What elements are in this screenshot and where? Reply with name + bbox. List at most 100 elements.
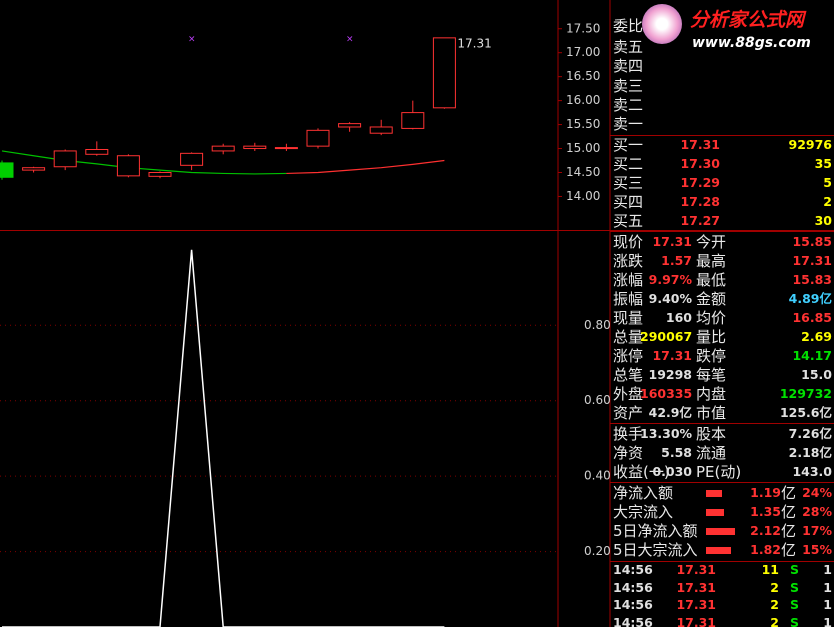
stat-value: 15.0: [801, 367, 832, 382]
candle-body: [116, 155, 140, 177]
stat-label: 现量: [613, 309, 644, 327]
stat-label: 总量: [613, 328, 644, 346]
tick-price: 17.31: [676, 614, 716, 627]
tick-side: S: [790, 579, 800, 595]
stat-label: 股本: [696, 425, 727, 443]
ma-line: [286, 159, 445, 175]
stat-label: 均价: [696, 309, 727, 327]
flow-pct: 15%: [802, 542, 832, 557]
tick-count: 1: [823, 579, 832, 595]
separator: [610, 561, 834, 562]
stat-value: 19298: [648, 367, 693, 382]
stat-label: 金额: [696, 290, 727, 308]
logo-title: 分析家公式网: [690, 9, 805, 31]
tick-side: S: [790, 562, 800, 577]
candle-body: [306, 129, 330, 147]
bid-label: 买三: [613, 174, 644, 192]
y-tick-label: 16.00: [566, 93, 600, 107]
tick-volume: 2: [770, 614, 779, 627]
ask-label: 卖三: [613, 76, 644, 95]
tick-volume: 2: [770, 597, 779, 612]
flow-bar: [706, 547, 731, 554]
separator: [610, 482, 834, 483]
flow-label: 净流入额: [613, 484, 674, 502]
tick-price: 17.31: [676, 597, 716, 612]
stat-value: 15.85: [792, 234, 832, 249]
candle-body: [211, 145, 235, 152]
stat-label: 涨跌: [613, 252, 644, 270]
candle-body: [338, 123, 362, 128]
candle-body: [432, 37, 456, 109]
stat-value: 14.17: [792, 348, 832, 363]
candle-body: [148, 172, 172, 177]
stat-value: 15.83: [792, 272, 832, 287]
y-tick-label: 16.50: [566, 69, 600, 83]
y-tick-label: 15.50: [566, 117, 600, 131]
tick-time: 14:56: [613, 579, 653, 595]
stat-label: 今开: [696, 233, 727, 251]
stat-value: 17.31: [792, 253, 832, 268]
stat-label: 涨幅: [613, 271, 644, 289]
separator: [610, 135, 834, 136]
stat-value: 13.30%: [640, 426, 693, 441]
ask-label: 卖五: [613, 38, 644, 56]
candle-body: [274, 147, 298, 150]
stat-value: 16.85: [792, 310, 832, 325]
flow-label: 5日大宗流入: [613, 541, 698, 559]
stat-value: 7.26亿: [788, 426, 832, 441]
stat-value: 4.89亿: [788, 291, 832, 306]
stat-label: PE(动): [696, 463, 742, 481]
bid-price: 17.31: [680, 137, 720, 152]
stat-label: 净资: [613, 444, 644, 462]
signal-mark: ×: [346, 35, 354, 45]
y-tick-label: 14.50: [566, 165, 600, 179]
candle-body: [53, 150, 77, 168]
stat-label: 振幅: [613, 290, 644, 308]
flow-unit: 亿: [781, 484, 797, 502]
candle-body: [369, 126, 393, 134]
tick-count: 1: [823, 562, 832, 577]
candle-body: [0, 162, 14, 178]
stat-label: 资产: [613, 404, 644, 422]
bid-volume: 30: [814, 213, 832, 228]
y-tick-label: 0.60: [584, 393, 611, 407]
bid-price: 17.29: [680, 175, 720, 190]
separator: [610, 231, 834, 232]
flow-bar: [706, 528, 736, 535]
candle-body: [85, 149, 109, 155]
flow-pct: 28%: [802, 504, 832, 519]
stat-label: 最低: [696, 271, 727, 289]
y-tick-label: 0.20: [584, 544, 611, 558]
tick-volume: 2: [770, 579, 779, 595]
flow-unit: 亿: [781, 522, 797, 540]
stat-label: 市值: [696, 404, 727, 422]
stat-value: 9.40%: [648, 291, 692, 306]
flow-pct: 17%: [802, 523, 832, 538]
bid-label: 买一: [613, 136, 644, 154]
stat-value: 290067: [640, 329, 693, 344]
bid-label: 买五: [613, 212, 644, 230]
stat-label: 现价: [613, 233, 644, 251]
bid-price: 17.28: [680, 194, 720, 209]
stat-value: 1.57: [661, 253, 692, 268]
separator: [610, 423, 834, 424]
tick-price: 17.31: [676, 562, 716, 577]
stat-value: 5.58: [661, 445, 692, 460]
flow-label: 大宗流入: [613, 503, 674, 521]
stat-label: 量比: [696, 328, 727, 346]
tick-price: 17.31: [676, 579, 716, 595]
y-tick-label: 0.40: [584, 469, 611, 483]
flow-pct: 24%: [802, 485, 832, 500]
stat-value: 2.18亿: [788, 445, 832, 460]
y-tick-label: 14.00: [566, 189, 600, 203]
stat-value: 160335: [640, 386, 693, 401]
flow-amount: 1.19: [750, 485, 781, 500]
bid-label: 买四: [613, 193, 644, 211]
stat-label: 收益(一): [613, 463, 670, 481]
tick-volume: 11: [761, 562, 779, 577]
stat-label: 内盘: [696, 385, 727, 403]
tick-time: 14:56: [613, 597, 653, 612]
flow-amount: 1.82: [750, 542, 781, 557]
flow-unit: 亿: [781, 503, 797, 521]
